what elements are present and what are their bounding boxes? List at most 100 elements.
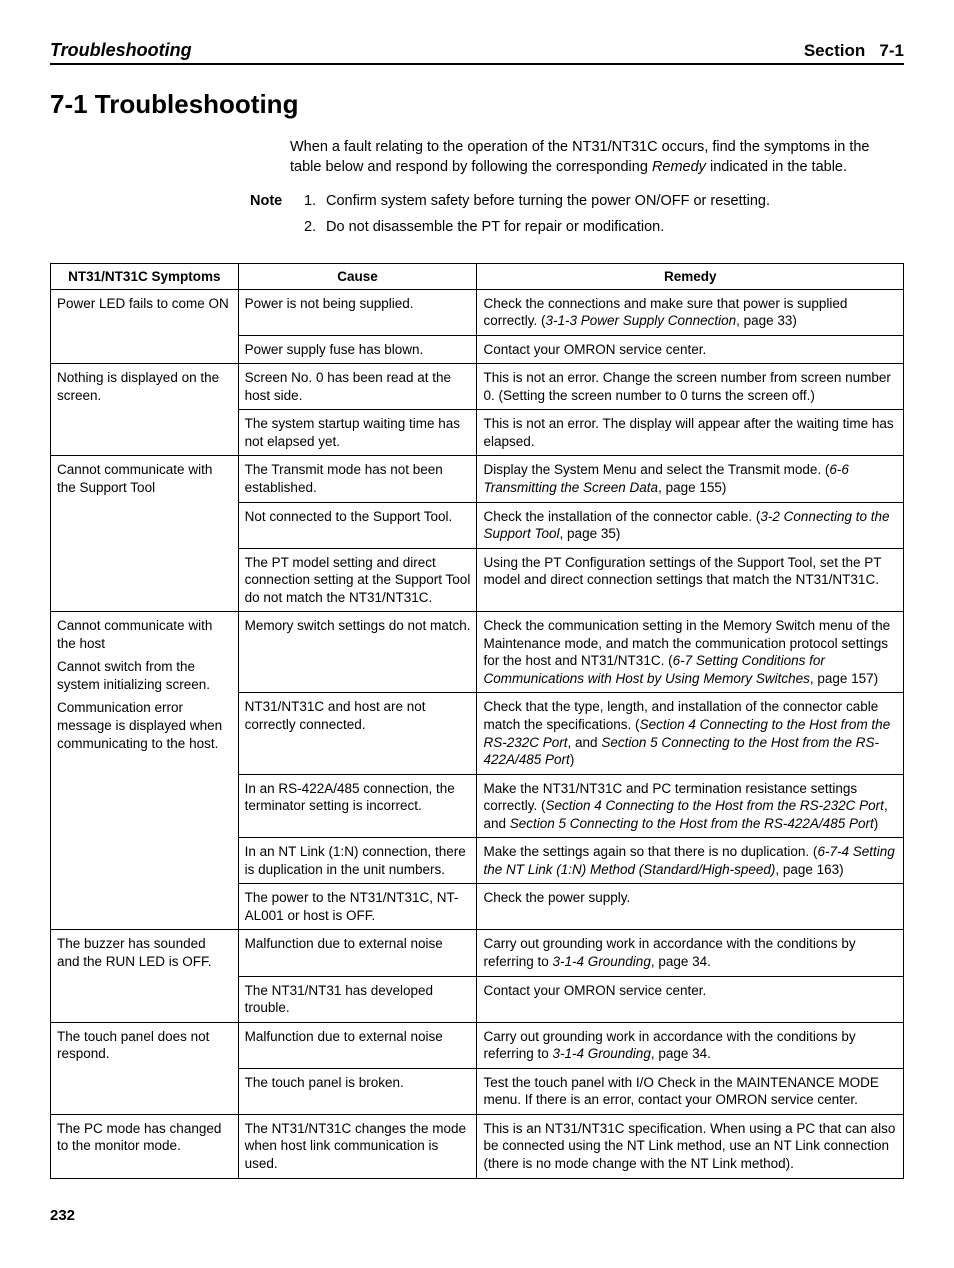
note-item-text: Do not disassemble the PT for repair or … (326, 217, 664, 239)
cell-cause: The power to the NT31/NT31C, NT-AL001 or… (238, 884, 477, 930)
cell-cause: The touch panel is broken. (238, 1068, 477, 1114)
th-symptoms: NT31/NT31C Symptoms (51, 263, 239, 289)
cell-cause: NT31/NT31C and host are not correctly co… (238, 693, 477, 774)
intro-remedy-word: Remedy (652, 159, 706, 175)
remedy-text: Section 4 Connecting to the Host from th… (546, 798, 884, 813)
cell-cause: Malfunction due to external noise (238, 930, 477, 976)
header-section-label: Section (804, 41, 865, 60)
cell-remedy: This is an NT31/NT31C specification. Whe… (477, 1114, 904, 1178)
remedy-text: Display the System Menu and select the T… (483, 462, 829, 477)
cell-remedy: Contact your OMRON service center. (477, 335, 904, 364)
note-list: 1.Confirm system safety before turning t… (304, 191, 904, 243)
th-cause: Cause (238, 263, 477, 289)
section-title: 7-1 Troubleshooting (50, 89, 904, 120)
cell-remedy: Display the System Menu and select the T… (477, 456, 904, 502)
remedy-text: , page 35) (560, 526, 621, 541)
remedy-text: Test the touch panel with I/O Check in t… (483, 1075, 878, 1108)
note-item-text: Confirm system safety before turning the… (326, 191, 770, 213)
header-left: Troubleshooting (50, 40, 192, 61)
cell-remedy: Check the power supply. (477, 884, 904, 930)
cell-symptom: Power LED fails to come ON (51, 289, 239, 364)
cell-cause: Power is not being supplied. (238, 289, 477, 335)
cell-cause: The system startup waiting time has not … (238, 410, 477, 456)
cell-cause: The NT31/NT31C changes the mode when hos… (238, 1114, 477, 1178)
cell-cause: Malfunction due to external noise (238, 1022, 477, 1068)
cell-cause: Not connected to the Support Tool. (238, 502, 477, 548)
table-row: Power LED fails to come ON Power is not b… (51, 289, 904, 335)
cell-remedy: Check the installation of the connector … (477, 502, 904, 548)
cell-remedy: Make the settings again so that there is… (477, 838, 904, 884)
cell-symptom: Cannot communicate with the host Cannot s… (51, 612, 239, 930)
table-body: Power LED fails to come ON Power is not b… (51, 289, 904, 1178)
symptom-text: The touch panel does not respond. (57, 1029, 209, 1062)
cell-remedy: Check the connections and make sure that… (477, 289, 904, 335)
symptom-text: Cannot communicate with the host (57, 618, 212, 651)
cell-symptom: Nothing is displayed on the screen. (51, 364, 239, 456)
cell-remedy: This is not an error. The display will a… (477, 410, 904, 456)
cell-remedy: Make the NT31/NT31C and PC termination r… (477, 774, 904, 838)
remedy-text: , page 157) (810, 671, 878, 686)
remedy-text: ) (874, 816, 879, 831)
symptom-text: Power LED fails to come ON (57, 296, 229, 311)
remedy-text: , page 163) (775, 862, 843, 877)
symptom-text: The PC mode has changed to the monitor m… (57, 1121, 221, 1154)
cell-cause: Screen No. 0 has been read at the host s… (238, 364, 477, 410)
symptom-text: Nothing is displayed on the screen. (57, 370, 219, 403)
cell-cause: The NT31/NT31 has developed trouble. (238, 976, 477, 1022)
cell-remedy: Test the touch panel with I/O Check in t… (477, 1068, 904, 1114)
remedy-text: Contact your OMRON service center. (483, 983, 706, 998)
remedy-text: Section 5 Connecting to the Host from th… (510, 816, 874, 831)
page-number: 232 (50, 1207, 904, 1224)
remedy-text: 3-1-4 Grounding (553, 1046, 651, 1061)
remedy-text: 3-1-4 Grounding (553, 954, 651, 969)
header-right: Section 7-1 (804, 41, 904, 61)
remedy-text: 3-1-3 Power Supply Connection (546, 313, 737, 328)
cell-cause: Power supply fuse has blown. (238, 335, 477, 364)
remedy-text: ) (570, 752, 575, 767)
cell-symptom: The buzzer has sounded and the RUN LED i… (51, 930, 239, 1022)
table-row: Cannot communicate with the Support Tool… (51, 456, 904, 502)
note-item-number: 2. (304, 217, 326, 239)
remedy-text: Check the power supply. (483, 890, 630, 905)
symptom-text: Cannot switch from the system initializi… (57, 659, 210, 692)
symptom-text: Communication error message is displayed… (57, 700, 222, 750)
cell-cause: In an NT Link (1:N) connection, there is… (238, 838, 477, 884)
cell-symptom: Cannot communicate with the Support Tool (51, 456, 239, 612)
page-header: Troubleshooting Section 7-1 (50, 40, 904, 65)
table-row: The PC mode has changed to the monitor m… (51, 1114, 904, 1178)
header-section-num: 7-1 (879, 41, 904, 60)
note-item: 1.Confirm system safety before turning t… (304, 191, 904, 213)
cell-remedy: This is not an error. Change the screen … (477, 364, 904, 410)
cell-remedy: Contact your OMRON service center. (477, 976, 904, 1022)
symptom-text: The buzzer has sounded and the RUN LED i… (57, 936, 212, 969)
remedy-text: , and (568, 735, 602, 750)
cell-remedy: Check that the type, length, and install… (477, 693, 904, 774)
remedy-text: This is an NT31/NT31C specification. Whe… (483, 1121, 895, 1171)
note-label: Note (250, 191, 304, 213)
cell-remedy: Using the PT Configuration settings of t… (477, 548, 904, 612)
intro-text-c: indicated in the table. (706, 159, 847, 175)
table-row: The buzzer has sounded and the RUN LED i… (51, 930, 904, 976)
remedy-text: This is not an error. Change the screen … (483, 370, 890, 403)
cell-symptom: The touch panel does not respond. (51, 1022, 239, 1114)
troubleshooting-table: NT31/NT31C Symptoms Cause Remedy Power L… (50, 263, 904, 1179)
table-row: Nothing is displayed on the screen. Scree… (51, 364, 904, 410)
remedy-text: Using the PT Configuration settings of t… (483, 555, 881, 588)
table-row: Cannot communicate with the host Cannot s… (51, 612, 904, 693)
cell-symptom: The PC mode has changed to the monitor m… (51, 1114, 239, 1178)
table-row: The touch panel does not respond. Malfunc… (51, 1022, 904, 1068)
remedy-text: , page 34. (651, 954, 711, 969)
cell-cause: The Transmit mode has not been establish… (238, 456, 477, 502)
cell-cause: In an RS-422A/485 connection, the termin… (238, 774, 477, 838)
remedy-text: , page 155) (658, 480, 726, 495)
cell-remedy: Carry out grounding work in accordance w… (477, 930, 904, 976)
remedy-text: Contact your OMRON service center. (483, 342, 706, 357)
symptom-text: Cannot communicate with the Support Tool (57, 462, 212, 495)
remedy-text: , page 33) (736, 313, 797, 328)
th-remedy: Remedy (477, 263, 904, 289)
cell-remedy: Check the communication setting in the M… (477, 612, 904, 693)
remedy-text: Make the settings again so that there is… (483, 844, 817, 859)
note-item-number: 1. (304, 191, 326, 213)
intro-paragraph: When a fault relating to the operation o… (290, 138, 904, 177)
cell-remedy: Carry out grounding work in accordance w… (477, 1022, 904, 1068)
